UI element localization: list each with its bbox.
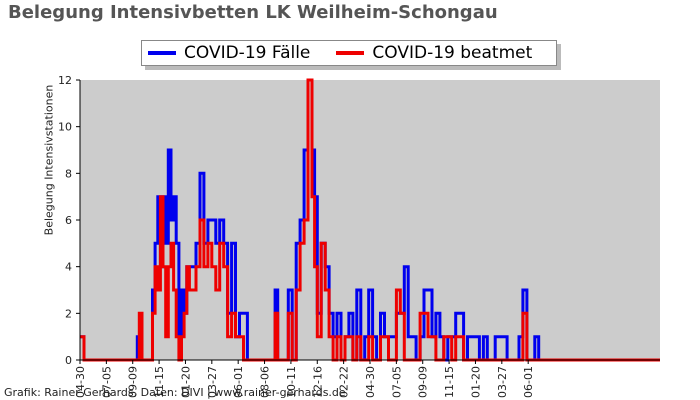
x-tick-label-12: 07-05 [390, 366, 403, 398]
x-tick-label-8: 10-11 [285, 366, 298, 398]
x-tick-label-5: 03-27 [206, 366, 219, 398]
legend-entry-faelle: COVID-19 Fälle [142, 43, 310, 63]
y-tick-label-5: 10 [58, 121, 72, 134]
credit-text: Grafik: Rainer Gerhards, Daten: DIVI | w… [4, 386, 346, 399]
y-tick-label-0: 0 [65, 354, 72, 367]
chart-title: Belegung Intensivbetten LK Weilheim-Scho… [8, 2, 498, 23]
x-tick-label-1: 07-05 [100, 366, 113, 398]
x-tick-label-15: 01-20 [469, 366, 482, 398]
x-tick-label-6: 06-01 [232, 366, 245, 398]
x-tick-label-10: 02-22 [338, 366, 351, 398]
legend-swatch-faelle [148, 51, 176, 55]
x-tick-label-17: 06-01 [522, 366, 535, 398]
x-tick-label-7: 08-06 [259, 366, 272, 398]
y-tick-label-4: 8 [65, 167, 72, 180]
legend-label-beatmet: COVID-19 beatmet [372, 43, 533, 63]
y-tick-label-6: 12 [58, 74, 72, 87]
legend-label-faelle: COVID-19 Fälle [184, 43, 311, 63]
series-line-1 [80, 78, 660, 362]
x-tick-label-3: 11-15 [153, 366, 166, 398]
x-tick-label-11: 04-30 [364, 366, 377, 398]
x-tick-label-9: 12-16 [311, 366, 324, 398]
x-tick-label-13: 09-09 [417, 366, 430, 398]
x-tick-label-4: 01-20 [179, 366, 192, 398]
y-tick-label-3: 6 [65, 214, 72, 227]
x-tick-label-0: 04-30 [74, 366, 87, 398]
x-tick-label-16: 03-27 [496, 366, 509, 398]
legend-entry-beatmet: COVID-19 beatmet [330, 43, 532, 63]
x-tick-label-2: 09-09 [127, 366, 140, 398]
legend: COVID-19 Fälle COVID-19 beatmet [141, 40, 557, 66]
x-tick-label-14: 11-15 [443, 366, 456, 398]
y-tick-label-2: 4 [65, 261, 72, 274]
y-tick-label-1: 2 [65, 307, 72, 320]
legend-swatch-beatmet [336, 51, 365, 55]
